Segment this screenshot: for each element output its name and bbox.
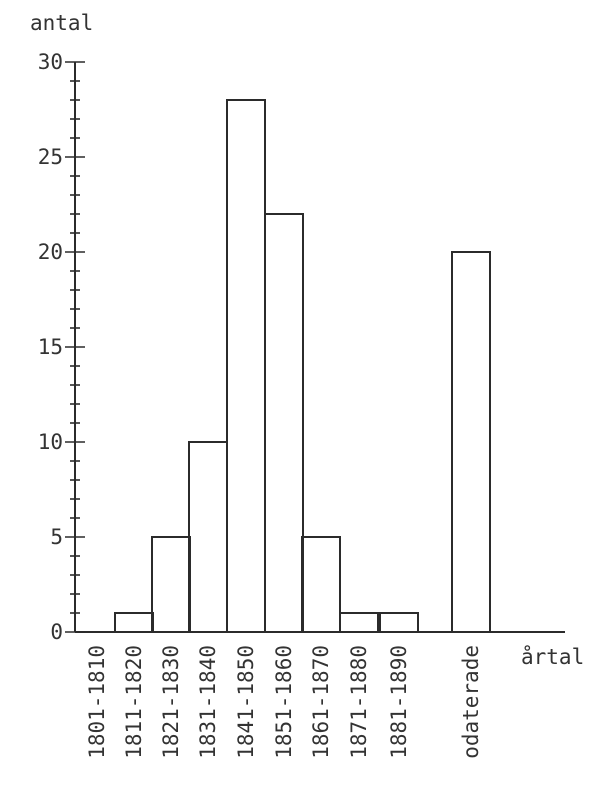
bar — [451, 251, 491, 633]
y-tick-label: 25 — [38, 145, 63, 169]
y-tick-label: 10 — [38, 430, 63, 454]
x-tick-label: 1851-1860 — [272, 645, 296, 759]
bar — [379, 612, 419, 633]
bar — [339, 612, 379, 633]
y-axis-label: antal — [30, 11, 93, 35]
x-tick-label: 1881-1890 — [387, 645, 411, 759]
bar — [114, 612, 154, 633]
y-major-ticks — [65, 61, 85, 633]
x-tick-label: 1871-1880 — [347, 645, 371, 759]
axes — [74, 62, 565, 633]
x-tick-label: 1831-1840 — [196, 645, 220, 759]
x-axis-label: årtal — [521, 644, 584, 669]
bar — [188, 441, 228, 633]
y-tick-label: 20 — [38, 240, 63, 264]
x-tick-label: 1861-1870 — [309, 645, 333, 759]
x-tick-label: 1811-1820 — [122, 645, 146, 759]
y-minor-ticks — [70, 80, 80, 614]
bar — [226, 99, 266, 633]
y-tick-label: 0 — [50, 620, 63, 644]
bars — [114, 99, 491, 633]
x-tick-labels: 1801-1810 1811-1820 1821-1830 1831-1840 1841… — [85, 645, 483, 759]
y-tick-labels: 0 5 10 15 20 25 30 — [38, 50, 63, 644]
y-tick-label: 30 — [38, 50, 63, 74]
y-tick-label: 5 — [50, 525, 63, 549]
x-tick-label: 1841-1850 — [234, 645, 258, 759]
x-tick-label: 1801-1810 — [85, 645, 109, 759]
x-tick-label: odaterade — [459, 645, 483, 759]
bar — [264, 213, 304, 633]
bar — [151, 536, 191, 633]
x-tick-label: 1821-1830 — [159, 645, 183, 759]
y-tick-label: 15 — [38, 335, 63, 359]
bar — [301, 536, 341, 633]
